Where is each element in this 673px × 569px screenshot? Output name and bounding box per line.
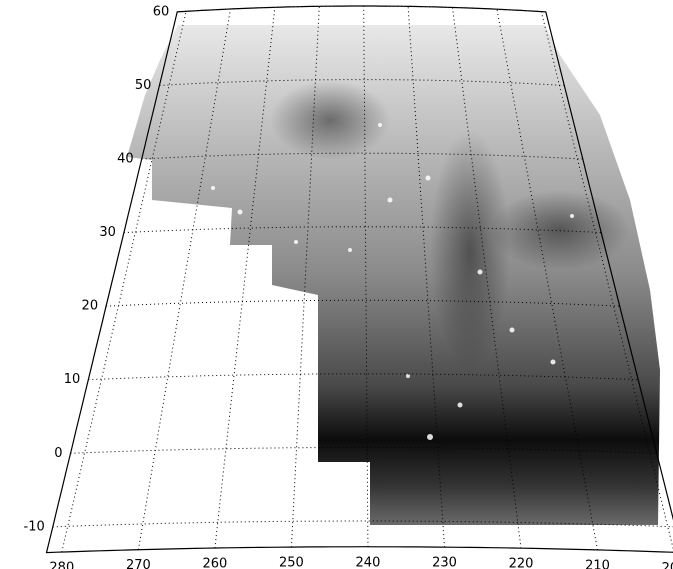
latitude-label: 40 [117,152,134,167]
survey-image [127,25,660,525]
dust-lane [430,130,510,370]
longitude-label: 240 [356,555,381,569]
latitude-label: 0 [54,446,62,461]
latitude-label: 10 [64,372,81,387]
longitude-label: 200 [662,561,673,569]
longitude-label: 230 [432,556,457,569]
longitude-label: 260 [202,557,227,569]
dust-lane [490,190,630,270]
survey-region [127,25,660,525]
latitude-label: 30 [99,225,116,240]
longitude-label: 210 [585,558,610,569]
latitude-label: 60 [153,4,170,19]
longitude-label: 250 [279,556,304,569]
latitude-label: 50 [135,78,152,93]
latitude-label: 20 [82,299,99,314]
longitude-label: 280 [49,561,74,569]
longitude-label: 270 [126,558,151,569]
dust-lane [270,80,390,160]
latitude-label: -10 [24,519,45,534]
sky-map: 60 50 40 30 20 10 0 -10 280 270 260 250 240 230 220 210… [0,0,673,569]
longitude-label: 220 [509,557,534,569]
